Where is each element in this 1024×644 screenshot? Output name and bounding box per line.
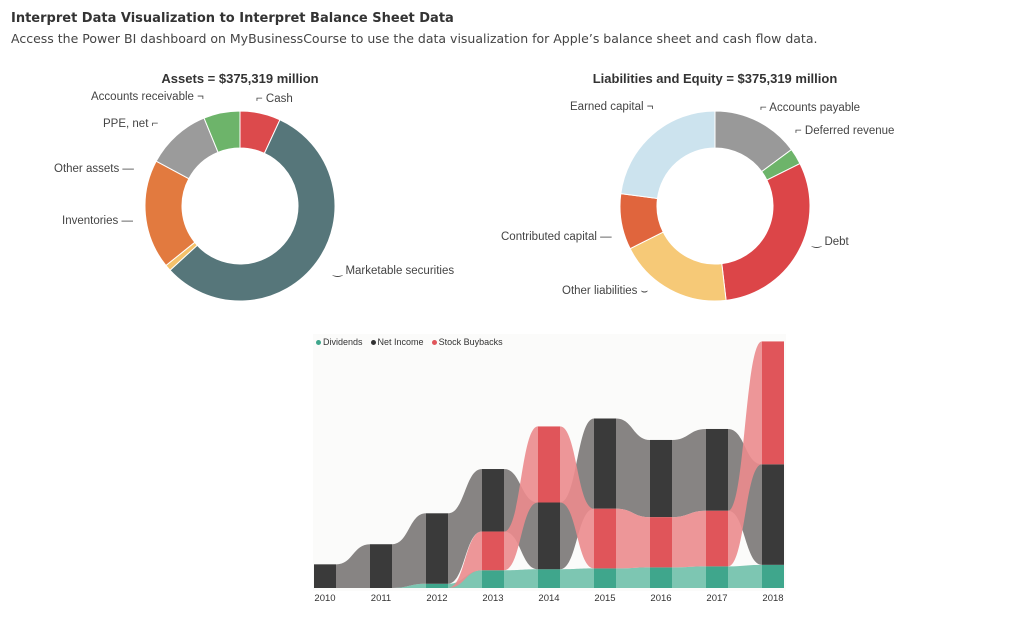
bar-stock-buybacks-2013[interactable]: [482, 531, 504, 571]
label-inventories: Inventories —: [62, 215, 133, 227]
bar-dividends-2012[interactable]: [426, 583, 448, 588]
ribbon-net-income-2012: [448, 469, 482, 584]
x-tick-label: 2012: [426, 593, 448, 604]
ribbon-stock-buybacks-2014: [560, 426, 594, 569]
ribbon-net-income-2015: [616, 418, 650, 518]
bar-stock-buybacks-2016[interactable]: [650, 517, 672, 568]
bar-dividends-2016[interactable]: [650, 567, 672, 588]
bar-dividends-2013[interactable]: [482, 570, 504, 588]
assets-chart-title: Assets = $375,319 million: [161, 71, 319, 86]
page-subtitle: Access the Power BI dashboard on MyBusin…: [11, 31, 818, 46]
ribbon-stock-buybacks-2016: [672, 510, 706, 568]
label-contributed-capital: Contributed capital —: [501, 231, 612, 243]
ribbon-stock-buybacks-2012: [448, 531, 482, 588]
label-other-assets: Other assets —: [54, 163, 134, 175]
x-tick-label: 2014: [538, 593, 560, 604]
label-other-liabilities: Other liabilities ⌣: [562, 285, 649, 297]
ribbon-stock-buybacks-2015: [616, 508, 650, 569]
ribbon-net-income-2016: [672, 428, 706, 518]
ribbon-dividends-2016: [672, 566, 706, 588]
bar-net-income-2015[interactable]: [594, 418, 616, 509]
bar-net-income-2010[interactable]: [314, 564, 336, 588]
liabilities-chart-title: Liabilities and Equity = $375,319 millio…: [592, 71, 838, 86]
liabilities-slice-other-liabilities[interactable]: [629, 231, 727, 302]
bar-dividends-2014[interactable]: [538, 569, 560, 588]
x-tick-label: 2010: [314, 593, 336, 604]
ribbon-stock-buybacks-2017: [728, 341, 762, 567]
bar-dividends-2017[interactable]: [706, 566, 728, 588]
label-deferred-revenue: ⌐ Deferred revenue: [795, 125, 895, 137]
bar-net-income-2016[interactable]: [650, 439, 672, 518]
bar-net-income-2011[interactable]: [370, 544, 392, 588]
legend-stock-buybacks: Stock Buybacks: [431, 337, 503, 347]
x-tick-label: 2011: [370, 593, 392, 604]
label-ppe: PPE, net ⌐: [103, 118, 159, 130]
bar-stock-buybacks-2015[interactable]: [594, 508, 616, 569]
bar-dividends-2018[interactable]: [762, 564, 784, 588]
x-tick-label: 2016: [650, 593, 672, 604]
label-earned-capital: Earned capital ¬: [570, 101, 654, 113]
bar-stock-buybacks-2017[interactable]: [706, 510, 728, 567]
ribbon-dividends-2017: [728, 564, 762, 588]
x-tick-label: 2015: [594, 593, 616, 604]
bar-stock-buybacks-2014[interactable]: [538, 426, 560, 503]
ribbon-dividends-2014: [560, 568, 594, 588]
label-accounts-payable: ⌐ Accounts payable: [760, 102, 861, 114]
x-tick-label: 2017: [706, 593, 728, 604]
assets-slice-accounts-receivable[interactable]: [203, 110, 241, 153]
liabilities-slice-debt[interactable]: [721, 162, 811, 301]
label-accounts-receivable: Accounts receivable ¬: [91, 91, 204, 103]
ribbon-dividends-2013: [504, 569, 538, 588]
assets-slice-marketable-securities[interactable]: [169, 119, 336, 302]
liabilities-slice-earned-capital[interactable]: [620, 110, 716, 200]
bar-net-income-2017[interactable]: [706, 428, 728, 511]
label-debt: ‿ Debt: [812, 236, 849, 248]
ribbon-net-income-2010: [336, 544, 370, 588]
label-marketable-securities: ‿ Marketable securities: [333, 265, 455, 277]
ribbon-stock-buybacks-2013: [504, 426, 538, 571]
bar-net-income-2012[interactable]: [426, 513, 448, 584]
x-tick-label: 2018: [762, 593, 784, 604]
legend-dividends: Dividends: [316, 337, 363, 347]
ribbon-dividends-2015: [616, 567, 650, 588]
page-title: Interpret Data Visualization to Interpre…: [11, 11, 454, 26]
bar-net-income-2014[interactable]: [538, 502, 560, 570]
x-tick-label: 2013: [482, 593, 504, 604]
bar-stock-buybacks-2018[interactable]: [762, 341, 784, 465]
bar-dividends-2015[interactable]: [594, 568, 616, 588]
ribbon-legend: Dividends Net Income Stock Buybacks: [316, 337, 503, 347]
ribbon-net-income-2011: [392, 513, 426, 588]
bar-net-income-2013[interactable]: [482, 469, 504, 532]
bar-net-income-2018[interactable]: [762, 464, 784, 565]
legend-net-income: Net Income: [370, 337, 424, 347]
label-cash: ⌐ Cash: [256, 93, 293, 105]
